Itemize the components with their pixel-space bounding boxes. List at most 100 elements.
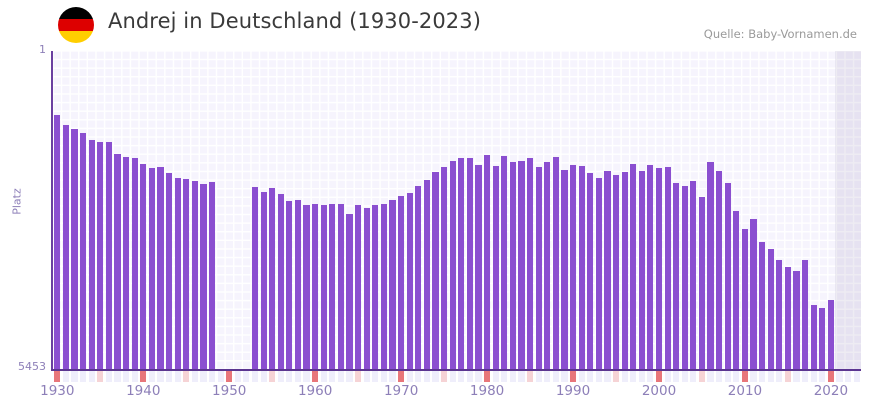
tick-faint [853, 371, 860, 382]
bar [62, 125, 69, 369]
tick-faint [535, 371, 542, 382]
tick-faint [604, 371, 611, 382]
bar [578, 166, 585, 369]
x-axis-tick-label: 1960 [297, 383, 333, 399]
bar [604, 171, 611, 369]
x-axis-tick-label: 1980 [469, 383, 505, 399]
chart-header: Andrej in Deutschland (1930-2023) Quelle… [0, 0, 873, 48]
bar [54, 115, 61, 369]
tick-major [483, 371, 491, 382]
bar [655, 167, 663, 369]
x-axis-tick-label: 1990 [555, 383, 591, 399]
tick-faint [595, 371, 602, 382]
bar [337, 204, 345, 369]
bar [406, 192, 413, 369]
bar [638, 170, 645, 369]
bar [544, 161, 551, 369]
tick-faint [810, 371, 817, 382]
bar [664, 167, 671, 369]
tick-faint [475, 371, 482, 382]
bar [286, 200, 293, 369]
bar [483, 155, 491, 369]
bar [793, 271, 800, 369]
tick-faint [294, 371, 302, 382]
bar [441, 167, 448, 369]
page-title: Andrej in Deutschland (1930-2023) [108, 9, 482, 33]
tick-faint [71, 371, 78, 382]
tick-faint [707, 371, 714, 382]
x-axis-line [51, 369, 861, 371]
bar [114, 153, 121, 369]
tick-faint [492, 371, 499, 382]
bar [372, 204, 379, 369]
tick-faint [561, 371, 568, 382]
tick-faint [105, 371, 112, 382]
tick-major [226, 371, 233, 382]
x-axis-tick-label: 1940 [126, 383, 161, 399]
tick-faint [647, 371, 654, 382]
tick-faint [234, 371, 241, 382]
bar [415, 185, 422, 369]
bar [776, 260, 783, 369]
tick-faint [578, 371, 585, 382]
tick-faint [148, 371, 155, 382]
tick-faint [243, 371, 250, 382]
bar [380, 203, 388, 369]
bar [458, 157, 465, 369]
no-data-region [835, 51, 861, 369]
bar [140, 163, 147, 369]
tick-major [741, 371, 749, 382]
tick-major [827, 371, 834, 382]
bar [200, 183, 207, 369]
bar [475, 165, 482, 369]
tick-faint [320, 371, 327, 382]
tick-faint [724, 371, 731, 382]
tick-faint [114, 371, 121, 382]
tick-minor [269, 371, 276, 382]
x-axis-tick-label: 1970 [383, 383, 419, 399]
bar [827, 300, 834, 369]
tick-minor [784, 371, 792, 382]
tick-faint [767, 371, 774, 382]
tick-faint [88, 371, 95, 382]
tick-faint [260, 371, 267, 382]
tick-faint [836, 371, 843, 382]
bar [191, 181, 198, 369]
bar [518, 160, 525, 369]
bar [724, 183, 731, 369]
tick-faint [621, 371, 628, 382]
tick-faint [845, 371, 852, 382]
tick-faint [122, 371, 130, 382]
tick-faint [286, 371, 293, 382]
tick-faint [733, 371, 740, 382]
bar [346, 213, 353, 369]
bar-series [53, 51, 861, 369]
bar [673, 183, 680, 369]
bar [165, 173, 173, 369]
bar [587, 172, 594, 369]
tick-major [398, 371, 405, 382]
tick-faint [380, 371, 388, 382]
tick-major [54, 371, 61, 382]
tick-faint [303, 371, 310, 382]
tick-faint [673, 371, 680, 382]
tick-faint [191, 371, 198, 382]
bar [492, 166, 499, 369]
bar [260, 192, 267, 369]
tick-faint [776, 371, 783, 382]
tick-faint [759, 371, 766, 382]
bar [363, 208, 370, 369]
x-axis-tick-label: 2000 [641, 383, 677, 399]
tick-faint [406, 371, 413, 382]
bar [398, 195, 405, 369]
tick-minor [183, 371, 190, 382]
bar [277, 193, 284, 369]
tick-faint [690, 371, 697, 382]
tick-faint [329, 371, 336, 382]
x-axis-tick-label: 2010 [727, 383, 763, 399]
bar [251, 187, 259, 369]
bar [97, 141, 104, 369]
tick-faint [819, 371, 826, 382]
bar [71, 129, 78, 369]
tick-faint [501, 371, 508, 382]
